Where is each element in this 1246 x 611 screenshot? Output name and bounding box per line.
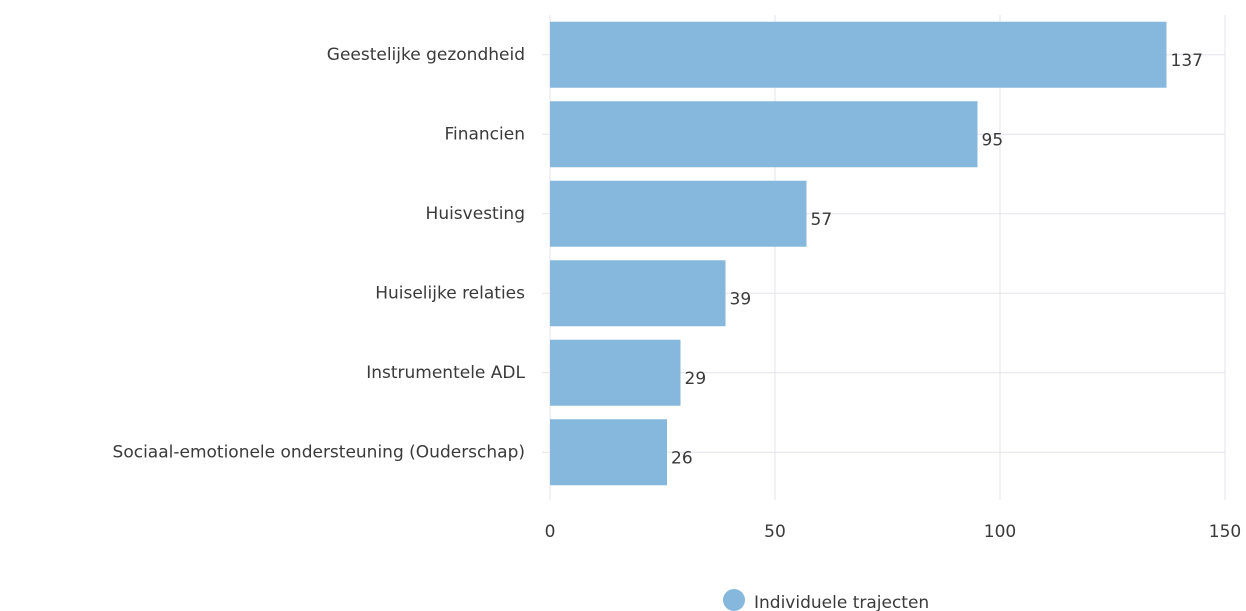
x-tick-label: 100 bbox=[984, 522, 1016, 542]
y-tick-label: Financien bbox=[444, 124, 525, 144]
bar bbox=[550, 101, 978, 168]
data-label: 95 bbox=[982, 130, 1004, 150]
legend-swatch bbox=[723, 589, 745, 611]
x-tick-label: 0 bbox=[545, 522, 556, 542]
data-label: 137 bbox=[1171, 51, 1203, 71]
y-tick-label: Huiselijke relaties bbox=[375, 283, 525, 303]
bar bbox=[550, 339, 681, 406]
bar bbox=[550, 21, 1167, 88]
x-tick-label: 150 bbox=[1209, 522, 1241, 542]
y-tick-label: Geestelijke gezondheid bbox=[327, 45, 525, 65]
y-tick-label: Sociaal-emotionele ondersteuning (Ouders… bbox=[113, 442, 525, 462]
bar bbox=[550, 419, 667, 486]
data-label: 26 bbox=[671, 448, 693, 468]
legend-label: Individuele trajecten bbox=[754, 593, 929, 611]
data-label: 29 bbox=[685, 369, 707, 389]
y-tick-label: Huisvesting bbox=[426, 204, 525, 224]
data-label: 39 bbox=[730, 289, 752, 309]
x-tick-label: 50 bbox=[764, 522, 786, 542]
data-label: 57 bbox=[811, 210, 833, 230]
bar bbox=[550, 180, 807, 247]
bar bbox=[550, 260, 726, 327]
y-tick-label: Instrumentele ADL bbox=[366, 363, 525, 383]
